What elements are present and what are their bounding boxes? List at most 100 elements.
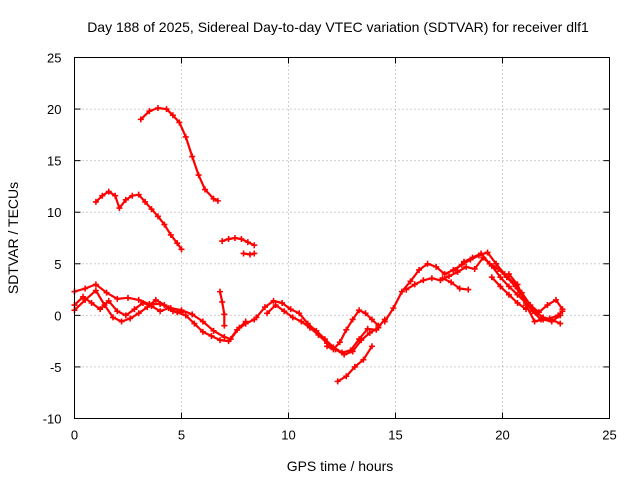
plot-frame (74, 57, 610, 419)
data-point (116, 205, 123, 212)
data-point (471, 265, 478, 272)
series-arc-7 (71, 287, 185, 325)
data-point (403, 286, 410, 293)
x-tick-label: 10 (281, 428, 295, 443)
data-point (375, 322, 382, 329)
data-point (92, 198, 99, 205)
data-point (246, 251, 253, 258)
data-point (270, 297, 277, 304)
series-arc-1 (137, 105, 221, 204)
y-tick-label: 15 (47, 154, 61, 169)
data-point (428, 275, 435, 282)
data-point (210, 195, 217, 202)
data-point (493, 260, 500, 267)
data-point (351, 363, 358, 370)
data-point (114, 308, 121, 315)
data-point (531, 318, 538, 325)
data-point (505, 291, 512, 298)
series-line (266, 303, 380, 356)
data-point (315, 331, 322, 338)
data-point (154, 105, 161, 112)
y-tick-label: 20 (47, 102, 61, 117)
data-point (146, 108, 153, 115)
data-point (446, 273, 452, 280)
series-arc-10 (264, 302, 382, 358)
data-point (142, 198, 149, 205)
data-point (217, 337, 224, 344)
y-tick-label: 0 (54, 308, 61, 323)
data-point (523, 302, 530, 309)
data-point (169, 112, 176, 119)
data-point (356, 307, 363, 314)
data-point (336, 339, 343, 346)
data-point (131, 306, 138, 313)
data-point (105, 297, 112, 304)
data-point (420, 277, 427, 284)
data-point (381, 318, 388, 325)
data-point (433, 263, 440, 270)
data-point (253, 314, 260, 321)
data-point (264, 310, 271, 317)
data-point (144, 304, 151, 311)
data-point (82, 296, 89, 303)
data-point (221, 334, 228, 341)
data-point (544, 302, 551, 309)
data-point (514, 291, 521, 298)
data-point (232, 235, 238, 241)
series-line (441, 277, 470, 291)
data-point (214, 197, 221, 204)
series-arc-11 (324, 307, 382, 353)
data-point (306, 324, 313, 331)
data-point (101, 302, 108, 309)
data-point (122, 196, 129, 203)
data-point (463, 263, 470, 270)
data-point (135, 296, 142, 303)
data-point (80, 293, 87, 300)
data-point (182, 133, 189, 140)
data-point (202, 186, 209, 193)
y-tick-label: 5 (54, 257, 61, 272)
data-point (424, 260, 431, 267)
data-point (416, 266, 423, 273)
data-point (441, 271, 448, 278)
data-point (110, 314, 117, 321)
data-point (514, 281, 521, 288)
data-point (287, 306, 294, 313)
data-point (240, 250, 247, 257)
data-point (505, 271, 512, 278)
y-tick-label: 25 (47, 51, 61, 66)
data-point (225, 236, 232, 243)
data-point (559, 308, 566, 315)
series-arc-15 (452, 250, 566, 323)
data-point (251, 250, 258, 257)
data-point (289, 314, 296, 321)
data-point (225, 338, 232, 345)
data-point (279, 299, 286, 306)
data-point (349, 316, 356, 323)
data-point (178, 246, 185, 253)
data-point (452, 266, 459, 273)
data-point (460, 258, 467, 265)
data-point (368, 316, 375, 323)
data-point (390, 305, 397, 312)
data-point (272, 302, 279, 309)
data-point (557, 312, 564, 319)
data-point (195, 172, 202, 179)
data-point (251, 242, 258, 249)
data-point (261, 304, 268, 311)
data-point (135, 191, 142, 198)
data-point (154, 213, 161, 220)
data-point (152, 296, 159, 303)
data-point (497, 274, 504, 281)
data-point (199, 318, 206, 325)
data-point (99, 192, 106, 199)
series-arc-4 (240, 250, 258, 258)
data-point (557, 320, 564, 327)
data-point (234, 326, 241, 333)
data-point (191, 320, 198, 327)
data-point (219, 238, 226, 245)
data-point (358, 337, 365, 344)
ticks-layer: 0 5 10 15 20 25 -10 -5 0 5 10 15 20 25 (43, 51, 617, 443)
data-point (407, 278, 414, 285)
data-point (176, 119, 183, 126)
